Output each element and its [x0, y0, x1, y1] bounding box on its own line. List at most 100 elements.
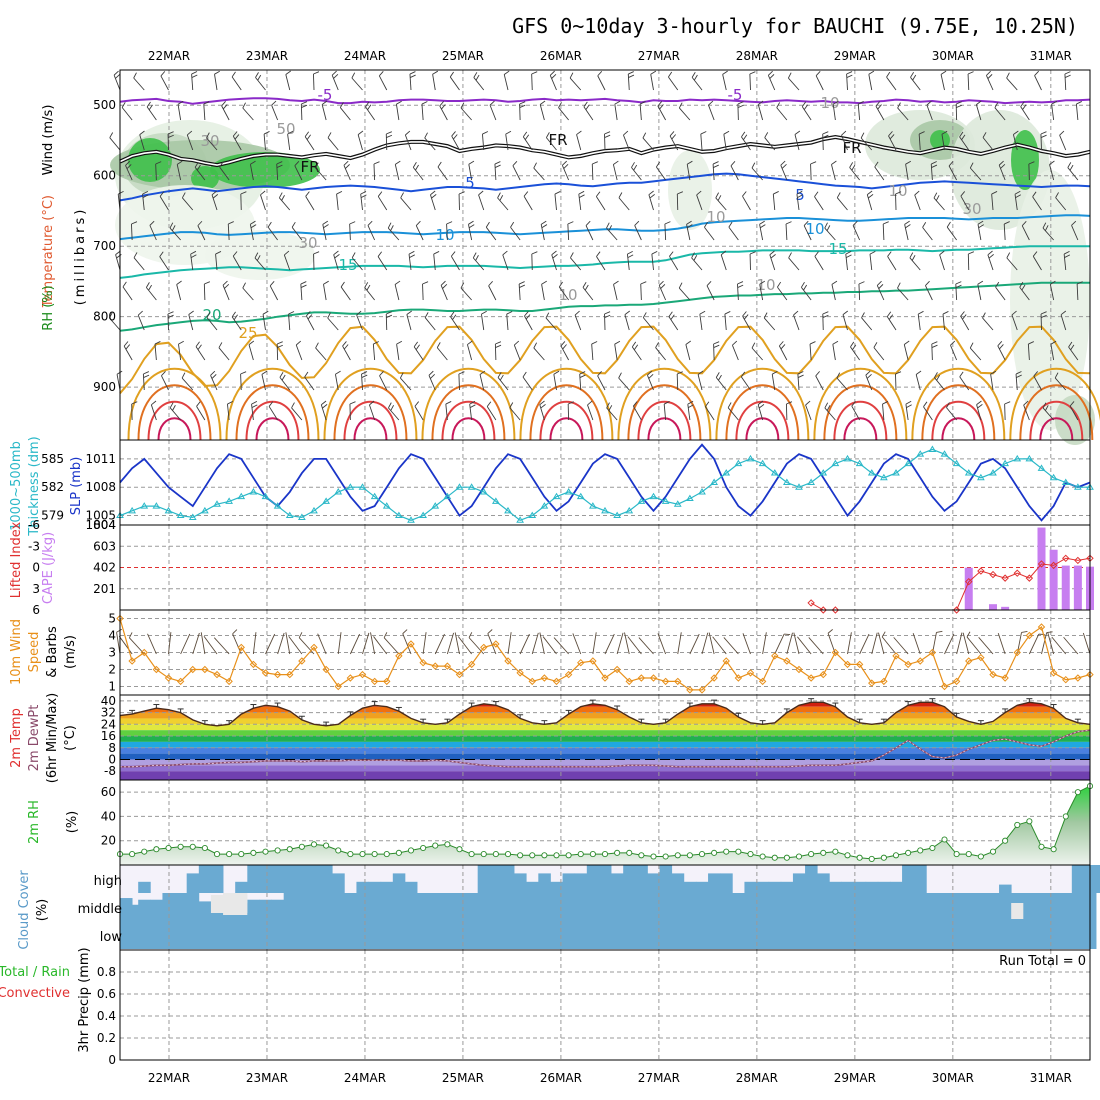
wind-speed-marker: [916, 657, 924, 665]
wind-barb-flag: [977, 280, 984, 285]
wind-barb: [655, 347, 666, 361]
wind-barb: [176, 164, 182, 181]
wind-barb-flag: [221, 101, 226, 107]
wind-barb: [460, 107, 472, 121]
wind-barb: [373, 163, 376, 181]
wind10m-ylabel-4: (m/s): [63, 635, 78, 669]
temperature-line: [120, 701, 1090, 727]
y-tick-label: 582: [41, 480, 64, 494]
wind-barb: [614, 344, 618, 361]
wind-barb: [606, 227, 618, 241]
wind-barb: [378, 75, 388, 91]
wind-barb: [669, 256, 679, 271]
wind-barb: [367, 225, 376, 241]
wind-barb-flag: [408, 250, 415, 255]
cloud-bar: [683, 921, 697, 949]
wind-barb-flag: [693, 255, 698, 261]
cloud-bar: [210, 865, 224, 893]
wind-barb-flag: [178, 340, 184, 345]
wind-barb: [727, 407, 739, 421]
wind-barb-flag: [647, 370, 653, 376]
wind-barb-flag: [300, 284, 307, 288]
cloud-bar: [780, 893, 794, 921]
wind-barb-flag: [361, 371, 368, 375]
wind-barb-flag: [541, 280, 547, 285]
cloud-bar: [623, 865, 636, 893]
wind-barb: [494, 164, 497, 181]
thickness-marker: [879, 473, 888, 481]
cloud-bar: [1071, 893, 1085, 921]
wind-barb: [304, 136, 315, 151]
wind-barb: [315, 347, 327, 361]
wind-barb-flag: [228, 221, 234, 225]
wind-barb: [181, 377, 194, 391]
cloud-bar: [865, 881, 879, 893]
wind-barb-flag: [488, 281, 493, 287]
wind10m-ylabel-3: & Barbs: [45, 626, 60, 678]
rh-marker: [589, 851, 596, 858]
wind-barb-flag: [469, 404, 476, 409]
cloud-bar: [756, 893, 770, 921]
wind-barb-flag: [800, 281, 805, 288]
wind-barb-flag: [143, 374, 150, 378]
cloud-bar: [198, 921, 212, 949]
wind-barb: [113, 74, 121, 91]
cloud-bar: [853, 881, 867, 893]
upper-ylabel-rh: RH (%): [41, 285, 56, 330]
cloud-bar: [247, 899, 260, 921]
wind-barb: [196, 406, 206, 421]
thickness-marker: [831, 459, 840, 467]
cape-ylabel: CAPE (J/kg): [41, 532, 56, 604]
wind-barb: [969, 347, 982, 361]
wind-barb-flag: [495, 341, 502, 345]
wind-barb: [623, 134, 630, 151]
wind-barb-flag: [268, 401, 274, 407]
wind-barb: [421, 104, 424, 121]
wind-barb: [450, 316, 460, 331]
wind-barb-flag: [181, 192, 186, 199]
cloud-bar: [404, 881, 418, 893]
y-tick-label: 1004: [85, 518, 116, 532]
wind-barb-flag: [639, 101, 646, 105]
wind-barb-flag: [749, 251, 756, 255]
wind-barb-flag: [878, 284, 884, 289]
wind-speed-marker: [467, 660, 476, 669]
wind-barb-flag: [343, 160, 349, 166]
wind-barb-flag: [298, 632, 303, 638]
rh-marker: [201, 844, 208, 852]
cloud-bar: [1059, 921, 1073, 949]
wind-barb-flag: [604, 134, 611, 138]
cloud-bar: [1035, 893, 1048, 921]
thickness-marker: [576, 492, 585, 500]
temperature-band: [120, 747, 1090, 754]
wind-barb-flag: [1033, 371, 1039, 377]
cloud-bar: [732, 921, 745, 949]
wind-barb: [294, 165, 303, 181]
wind-barb-flag: [741, 131, 746, 138]
thickness-marker: [1013, 454, 1022, 462]
wind-barb-flag: [468, 632, 473, 638]
wind-barb: [276, 163, 279, 181]
warm-isotherm-lobe: [323, 367, 418, 441]
wind-barb: [249, 164, 254, 181]
wind-barb-flag: [323, 224, 329, 229]
cloud-bar: [477, 865, 491, 893]
wind-barb: [360, 194, 363, 211]
wind-barb: [905, 404, 909, 421]
wind-barb: [268, 406, 279, 421]
wind-barb-flag: [394, 280, 401, 285]
wind-barb-flag: [1023, 400, 1029, 406]
cloud-bar: [489, 865, 503, 893]
wind-barb-flag: [468, 220, 474, 225]
wind-barb: [596, 256, 606, 271]
cloud-bar: [1023, 893, 1036, 921]
wind-barb-flag: [655, 342, 659, 348]
y-tick-label: 1: [108, 680, 116, 694]
rh-marker: [832, 848, 839, 855]
wind-barb: [895, 373, 897, 391]
wind-barb-flag: [1070, 344, 1075, 351]
wind-barb-flag: [634, 220, 640, 226]
wind-barb: [1003, 224, 1006, 241]
lifted-index-marker: [977, 567, 985, 575]
wind-speed-marker: [395, 652, 403, 660]
